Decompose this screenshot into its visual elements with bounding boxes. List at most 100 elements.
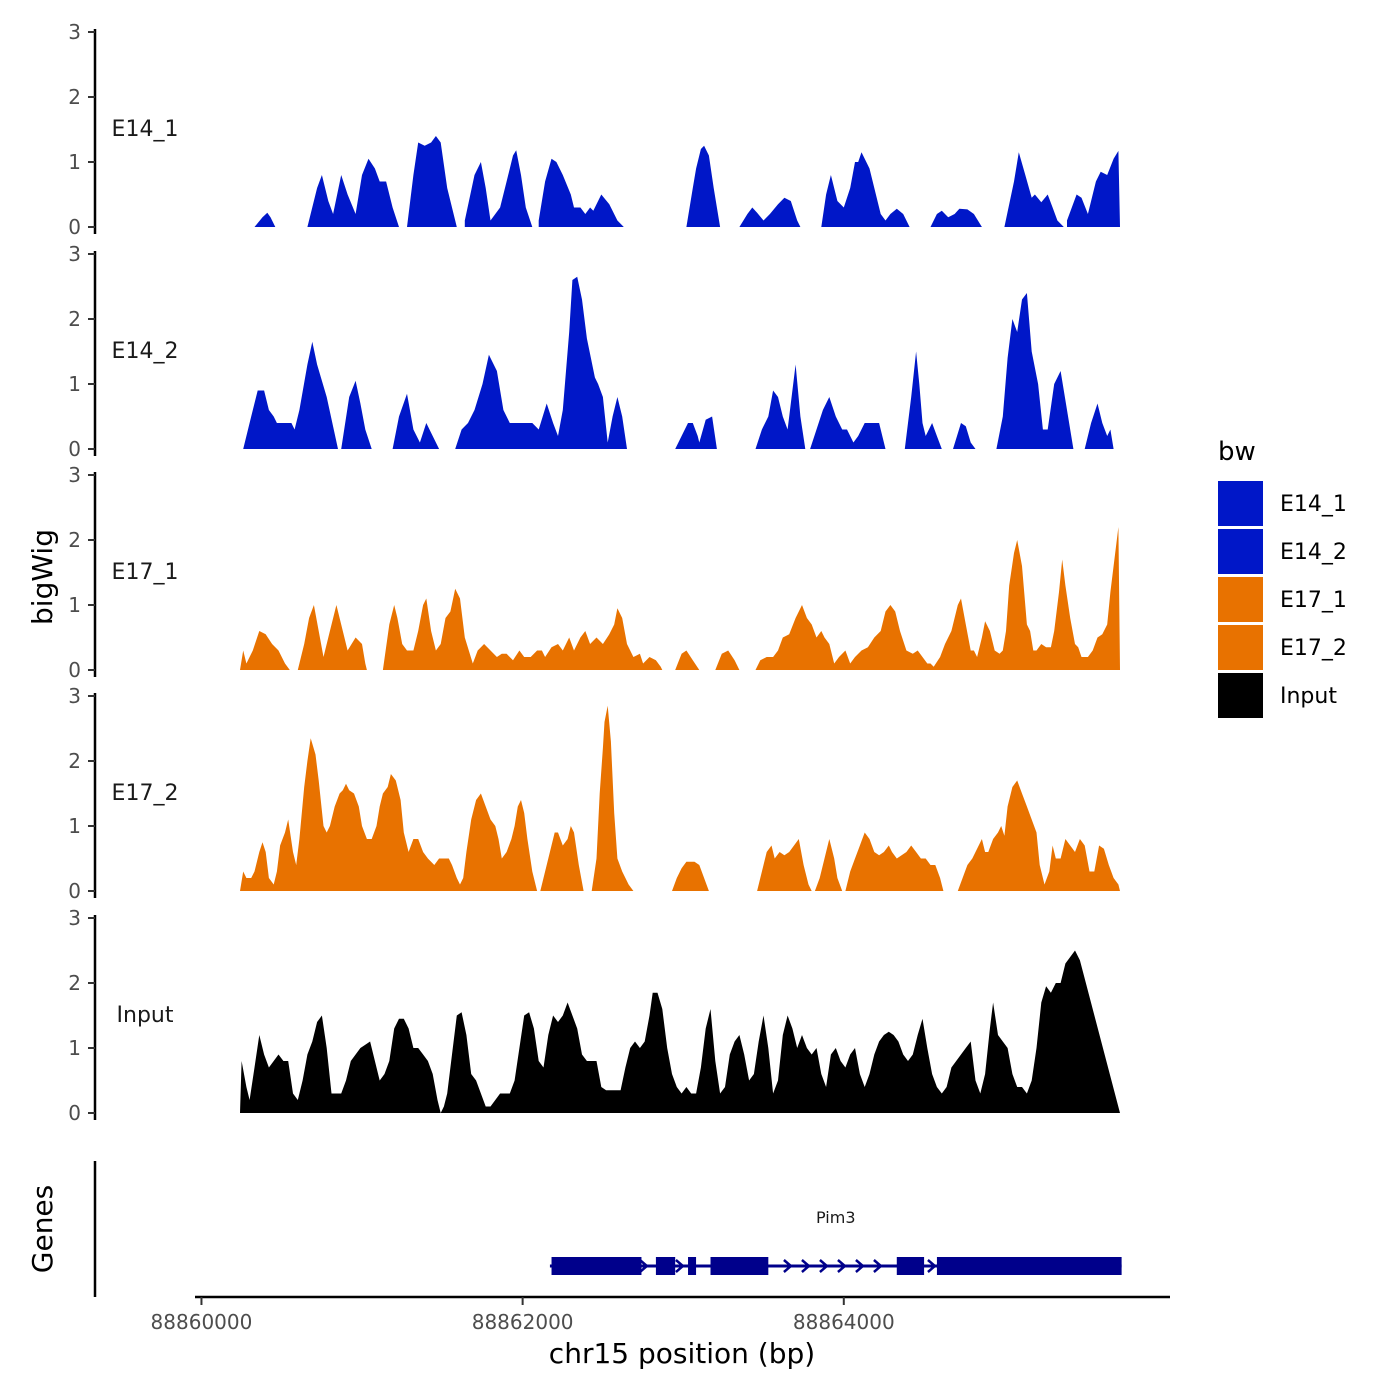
coverage-area	[814, 839, 843, 891]
legend-key	[1218, 625, 1263, 670]
y-tick-label: 1	[68, 372, 81, 396]
strand-arrow	[837, 1259, 847, 1273]
gene-exon	[655, 1257, 676, 1275]
y-tick-label: 0	[68, 437, 81, 461]
strand-arrow	[927, 1259, 937, 1273]
track-label: E14_2	[112, 339, 179, 364]
track-E14_1: 0 1 2 3 E14_1	[68, 20, 1120, 239]
y-tick-label: 1	[68, 593, 81, 617]
track-label: E17_1	[112, 560, 179, 585]
coverage-area	[810, 397, 886, 449]
y-tick-label: 1	[68, 1036, 81, 1060]
coverage-tracks: 0 1 2 3 E14_1 0 1 2 3 E14_2 0 1 2 3 E17_1 0 1 2 3 E17_2 0 1 2 3…	[68, 20, 1120, 1125]
coverage-area	[675, 650, 700, 670]
x-axis-title: chr15 position (bp)	[549, 1337, 815, 1370]
x-tick-label: 88860000	[151, 1310, 253, 1334]
legend-label: E14_2	[1280, 540, 1347, 565]
coverage-area	[243, 341, 338, 449]
track-label: Input	[117, 1003, 174, 1028]
y-tick-label: 2	[68, 307, 81, 331]
coverage-area	[672, 861, 709, 891]
coverage-area	[341, 380, 372, 449]
track-E14_2: 0 1 2 3 E14_2	[68, 242, 1114, 461]
coverage-area	[392, 393, 440, 449]
coverage-area	[953, 423, 976, 449]
coverage-area	[240, 738, 538, 891]
gene-exon	[896, 1257, 925, 1275]
coverage-area	[307, 158, 399, 227]
legend-key	[1218, 481, 1263, 526]
coverage-area	[464, 150, 533, 227]
strand-arrow	[675, 1259, 685, 1273]
coverage-area	[407, 136, 457, 227]
legend-key	[1218, 577, 1263, 622]
y-tick-label: 0	[68, 658, 81, 682]
y-tick-label: 1	[68, 814, 81, 838]
coverage-area	[240, 631, 290, 670]
y-tick-label: 2	[68, 528, 81, 552]
gene-exon	[710, 1257, 769, 1275]
coverage-area	[686, 145, 721, 227]
legend-label: Input	[1280, 684, 1337, 709]
legend: bw E14_1 E14_2 E17_1 E17_2 Input	[1218, 437, 1347, 718]
legend-key	[1218, 529, 1263, 574]
coverage-area	[715, 650, 740, 670]
coverage-area	[1004, 152, 1064, 227]
gene-Pim3: Pim3	[549, 1208, 1122, 1275]
coverage-area	[240, 950, 1120, 1113]
gene-track: Pim3	[93, 1161, 1122, 1297]
coverage-area	[996, 293, 1074, 449]
coverage-area	[845, 832, 944, 891]
genes-axis-title: Genes	[26, 1185, 59, 1273]
coverage-area	[821, 152, 910, 227]
y-tick-label: 3	[68, 20, 81, 44]
strand-arrow	[873, 1259, 883, 1273]
y-tick-label: 1	[68, 150, 81, 174]
y-tick-label: 2	[68, 85, 81, 109]
y-tick-label: 2	[68, 971, 81, 995]
y-tick-label: 3	[68, 242, 81, 266]
gene-name-label: Pim3	[816, 1208, 856, 1227]
y-tick-label: 3	[68, 684, 81, 708]
coverage-area	[755, 364, 806, 449]
coverage-area	[538, 158, 624, 227]
coverage-area	[904, 351, 942, 449]
strand-arrow	[801, 1259, 811, 1273]
track-label: E17_2	[112, 781, 179, 806]
legend-title: bw	[1218, 437, 1256, 467]
legend-key	[1218, 673, 1263, 718]
legend-label: E17_1	[1280, 588, 1347, 613]
y-tick-label: 0	[68, 1101, 81, 1125]
coverage-area	[755, 527, 1120, 670]
coverage-area	[930, 208, 982, 227]
strand-arrow	[639, 1259, 649, 1273]
coverage-area	[757, 839, 812, 891]
y-tick-label: 3	[68, 906, 81, 930]
strand-arrow	[855, 1259, 865, 1273]
y-tick-label: 3	[68, 463, 81, 487]
coverage-area	[455, 276, 627, 449]
coverage-area	[297, 605, 367, 670]
y-tick-label: 0	[68, 879, 81, 903]
gene-exon	[551, 1257, 642, 1275]
gene-exon	[688, 1257, 697, 1275]
y-tick-label: 2	[68, 749, 81, 773]
legend-label: E14_1	[1280, 492, 1347, 517]
coverage-area	[1084, 403, 1114, 449]
y-tick-label: 0	[68, 215, 81, 239]
x-axis: 88860000 88862000 88864000	[151, 1295, 1170, 1334]
coverage-area	[254, 212, 276, 227]
coverage-area	[739, 197, 801, 227]
track-Input: 0 1 2 3 Input	[68, 906, 1120, 1125]
coverage-area	[675, 416, 717, 449]
x-tick-label: 88862000	[472, 1310, 574, 1334]
strand-arrow	[819, 1259, 829, 1273]
gene-exon	[936, 1257, 1122, 1275]
y-axis-title: bigWig	[26, 529, 59, 625]
track-E17_1: 0 1 2 3 E17_1	[68, 463, 1120, 682]
coverage-area	[1067, 150, 1120, 227]
coverage-area	[382, 588, 663, 670]
coverage-area	[591, 705, 634, 891]
track-label: E14_1	[112, 117, 179, 142]
